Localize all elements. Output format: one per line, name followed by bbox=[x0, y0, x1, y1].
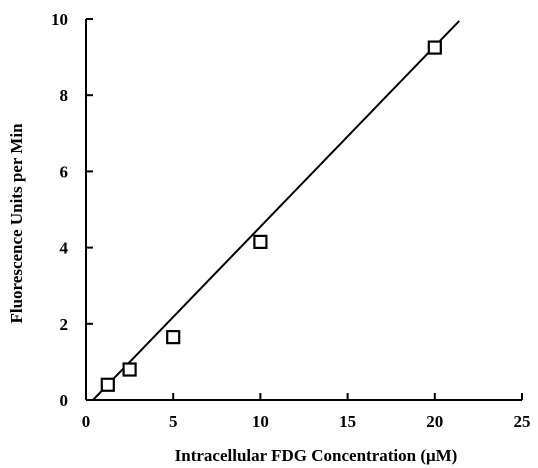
data-point bbox=[253, 234, 268, 249]
y-tick-label: 10 bbox=[51, 10, 68, 29]
y-tick-label: 8 bbox=[60, 86, 69, 105]
axes bbox=[85, 19, 522, 401]
y-tick-label: 0 bbox=[60, 391, 69, 410]
x-tick-label: 5 bbox=[169, 412, 178, 431]
x-tick-label: 10 bbox=[252, 412, 269, 431]
data-point bbox=[166, 330, 181, 345]
data-point bbox=[427, 40, 442, 55]
data-points bbox=[100, 40, 442, 392]
x-axis-title: Intracellular FDG Concentration (μM) bbox=[175, 446, 458, 465]
y-tick-label: 2 bbox=[60, 315, 69, 334]
ticks: 0 2 4 6 8 10 0 5 10 15 20 25 bbox=[51, 10, 531, 431]
x-tick-label: 0 bbox=[82, 412, 91, 431]
y-tick-label: 4 bbox=[60, 239, 69, 258]
y-axis-title: Fluorescence Units per Min bbox=[7, 123, 26, 324]
data-point bbox=[100, 377, 115, 392]
x-tick-label: 15 bbox=[339, 412, 356, 431]
x-tick-label: 20 bbox=[426, 412, 443, 431]
fit-line bbox=[92, 20, 460, 401]
x-tick-label: 25 bbox=[514, 412, 531, 431]
fit-line-group bbox=[92, 20, 460, 401]
data-point bbox=[122, 362, 137, 377]
y-tick-label: 6 bbox=[60, 162, 69, 181]
